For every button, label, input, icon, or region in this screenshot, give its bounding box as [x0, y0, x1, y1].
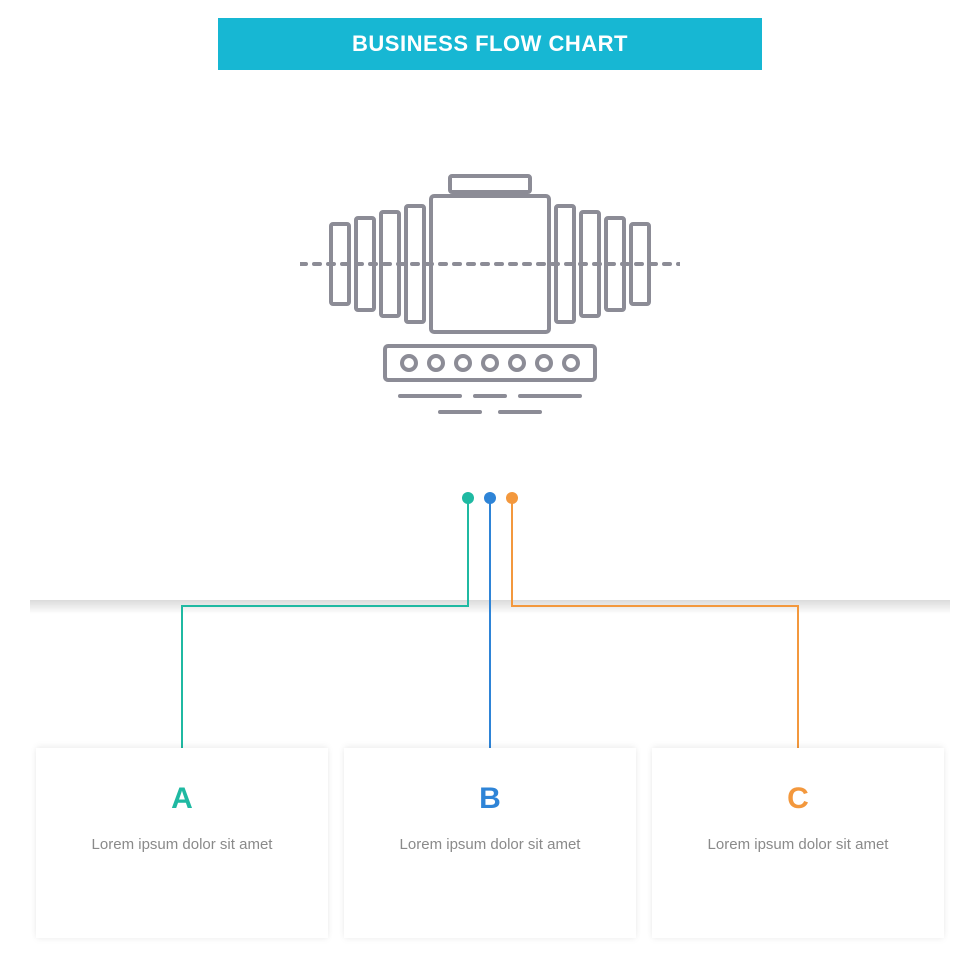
card-body: Lorem ipsum dolor sit amet [36, 834, 328, 856]
card-a: A Lorem ipsum dolor sit amet [36, 748, 328, 938]
turbine-machine-icon [300, 170, 680, 430]
header-title: BUSINESS FLOW CHART [352, 31, 628, 57]
card-letter: A [36, 782, 328, 816]
card-b: B Lorem ipsum dolor sit amet [344, 748, 636, 938]
flow-connectors [0, 485, 980, 775]
card-letter: C [652, 782, 944, 816]
header-title-bar: BUSINESS FLOW CHART [218, 18, 762, 70]
card-c: C Lorem ipsum dolor sit amet [652, 748, 944, 938]
card-letter: B [344, 782, 636, 816]
card-body: Lorem ipsum dolor sit amet [652, 834, 944, 856]
card-body: Lorem ipsum dolor sit amet [344, 834, 636, 856]
cards-row: A Lorem ipsum dolor sit amet B Lorem ips… [36, 748, 944, 938]
